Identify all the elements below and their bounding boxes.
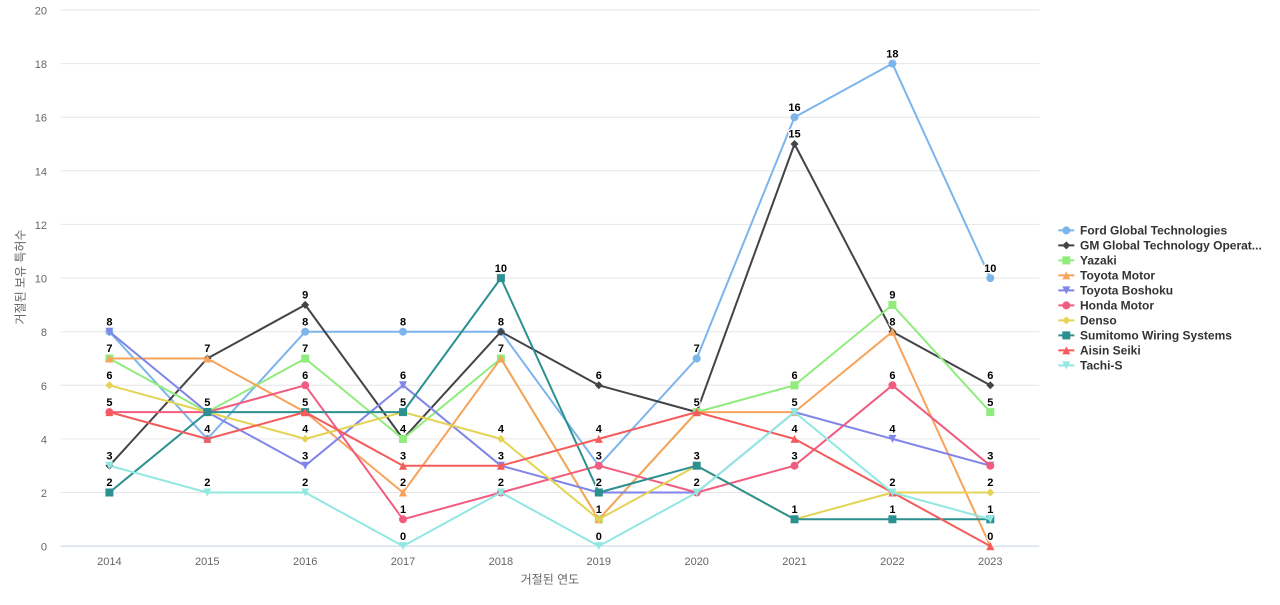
- svg-text:4: 4: [498, 424, 505, 436]
- svg-text:3: 3: [791, 450, 797, 462]
- svg-text:2022: 2022: [880, 556, 904, 568]
- svg-text:16: 16: [788, 102, 800, 114]
- svg-text:10: 10: [495, 263, 507, 275]
- svg-text:2: 2: [400, 477, 406, 489]
- svg-text:3: 3: [498, 450, 504, 462]
- svg-text:GM Global Technology Operat...: GM Global Technology Operat...: [1080, 239, 1262, 253]
- svg-text:Denso: Denso: [1080, 314, 1117, 328]
- svg-text:3: 3: [694, 450, 700, 462]
- svg-text:8: 8: [889, 316, 895, 328]
- svg-text:9: 9: [302, 290, 308, 302]
- svg-text:1: 1: [791, 504, 797, 516]
- svg-text:Yazaki: Yazaki: [1080, 254, 1117, 268]
- svg-text:2: 2: [106, 477, 112, 489]
- svg-text:거절된 연도: 거절된 연도: [521, 573, 580, 587]
- svg-text:3: 3: [302, 450, 308, 462]
- svg-text:15: 15: [788, 129, 800, 141]
- svg-text:Aisin Seiki: Aisin Seiki: [1080, 344, 1141, 358]
- svg-text:6: 6: [41, 381, 47, 393]
- svg-text:7: 7: [302, 343, 308, 355]
- svg-text:1: 1: [889, 504, 895, 516]
- svg-text:1: 1: [987, 504, 993, 516]
- svg-text:0: 0: [41, 542, 47, 554]
- svg-text:20: 20: [35, 6, 47, 18]
- svg-text:거절된 보유 특허수: 거절된 보유 특허수: [14, 230, 28, 325]
- svg-text:7: 7: [694, 343, 700, 355]
- svg-text:4: 4: [791, 424, 798, 436]
- svg-text:7: 7: [106, 343, 112, 355]
- svg-text:2017: 2017: [391, 556, 415, 568]
- svg-text:3: 3: [596, 450, 602, 462]
- svg-text:Ford Global Technologies: Ford Global Technologies: [1080, 224, 1227, 238]
- svg-text:6: 6: [302, 370, 308, 382]
- svg-text:2015: 2015: [195, 556, 219, 568]
- svg-text:5: 5: [106, 397, 112, 409]
- svg-text:4: 4: [41, 434, 47, 446]
- svg-text:4: 4: [889, 424, 896, 436]
- svg-text:10: 10: [984, 263, 996, 275]
- svg-text:Toyota Boshoku: Toyota Boshoku: [1080, 284, 1173, 298]
- svg-text:6: 6: [400, 370, 406, 382]
- svg-text:4: 4: [400, 424, 407, 436]
- svg-text:3: 3: [106, 450, 112, 462]
- svg-text:9: 9: [889, 290, 895, 302]
- svg-text:8: 8: [400, 316, 406, 328]
- svg-text:12: 12: [35, 220, 47, 232]
- svg-text:2: 2: [889, 477, 895, 489]
- svg-text:2014: 2014: [97, 556, 121, 568]
- svg-text:4: 4: [204, 424, 211, 436]
- svg-text:Sumitomo Wiring Systems: Sumitomo Wiring Systems: [1080, 329, 1232, 343]
- svg-text:7: 7: [498, 343, 504, 355]
- svg-text:2016: 2016: [293, 556, 317, 568]
- svg-text:6: 6: [596, 370, 602, 382]
- svg-text:8: 8: [302, 316, 308, 328]
- svg-text:0: 0: [400, 531, 406, 543]
- svg-text:5: 5: [204, 397, 210, 409]
- svg-text:10: 10: [35, 274, 47, 286]
- svg-text:14: 14: [35, 166, 47, 178]
- svg-text:8: 8: [106, 316, 112, 328]
- svg-text:2: 2: [41, 488, 47, 500]
- svg-text:6: 6: [106, 370, 112, 382]
- svg-text:7: 7: [204, 343, 210, 355]
- svg-text:2021: 2021: [782, 556, 806, 568]
- svg-text:2: 2: [302, 477, 308, 489]
- svg-text:0: 0: [987, 531, 993, 543]
- svg-text:2: 2: [694, 477, 700, 489]
- svg-text:8: 8: [498, 316, 504, 328]
- svg-text:18: 18: [35, 59, 47, 71]
- svg-text:2020: 2020: [684, 556, 708, 568]
- svg-text:1: 1: [596, 504, 602, 516]
- svg-text:2: 2: [204, 477, 210, 489]
- svg-text:2: 2: [987, 477, 993, 489]
- svg-text:Honda Motor: Honda Motor: [1080, 299, 1154, 313]
- svg-text:1: 1: [400, 504, 406, 516]
- svg-text:5: 5: [400, 397, 406, 409]
- svg-text:5: 5: [791, 397, 797, 409]
- svg-text:5: 5: [694, 397, 700, 409]
- svg-text:18: 18: [886, 48, 898, 60]
- svg-text:2018: 2018: [489, 556, 513, 568]
- svg-text:2: 2: [596, 477, 602, 489]
- svg-text:6: 6: [791, 370, 797, 382]
- svg-text:0: 0: [596, 531, 602, 543]
- svg-text:8: 8: [41, 327, 47, 339]
- svg-text:2023: 2023: [978, 556, 1002, 568]
- svg-text:6: 6: [987, 370, 993, 382]
- svg-text:16: 16: [35, 113, 47, 125]
- svg-text:Tachi-S: Tachi-S: [1080, 359, 1122, 373]
- svg-text:2019: 2019: [587, 556, 611, 568]
- svg-text:3: 3: [400, 450, 406, 462]
- svg-text:5: 5: [302, 397, 308, 409]
- svg-text:Toyota Motor: Toyota Motor: [1080, 269, 1155, 283]
- svg-text:2: 2: [498, 477, 504, 489]
- svg-text:6: 6: [889, 370, 895, 382]
- svg-text:4: 4: [302, 424, 309, 436]
- svg-text:3: 3: [987, 450, 993, 462]
- svg-text:4: 4: [596, 424, 603, 436]
- svg-text:5: 5: [987, 397, 993, 409]
